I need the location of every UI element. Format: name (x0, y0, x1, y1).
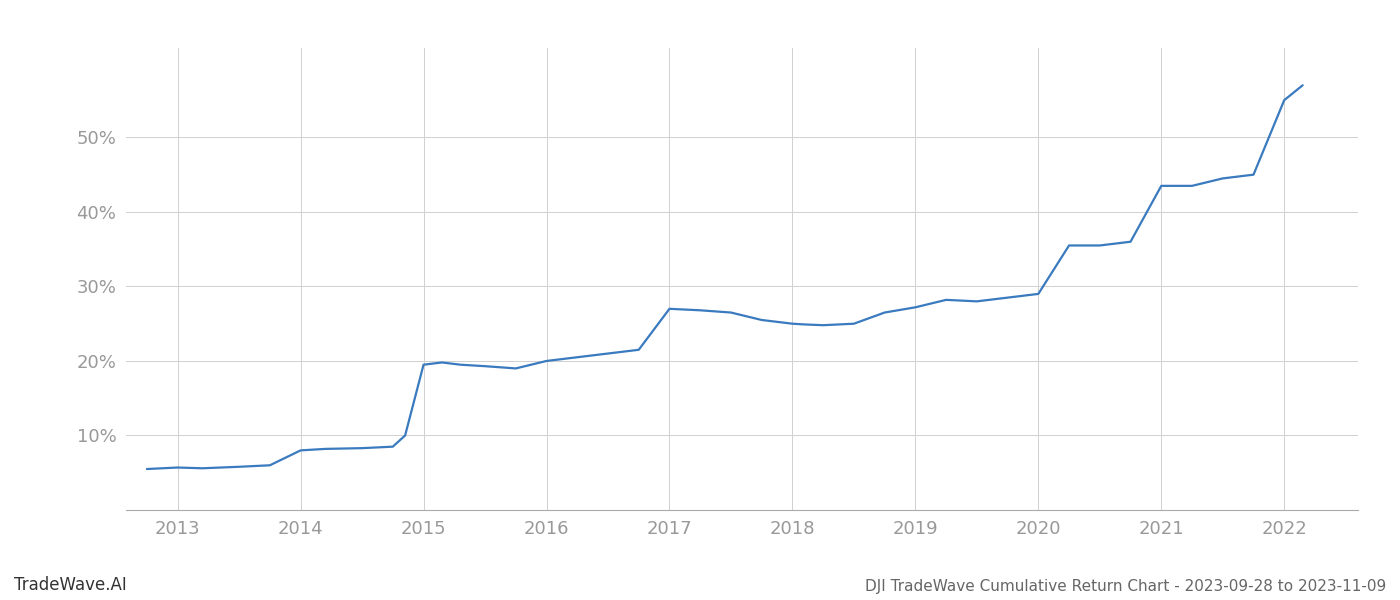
Text: DJI TradeWave Cumulative Return Chart - 2023-09-28 to 2023-11-09: DJI TradeWave Cumulative Return Chart - … (865, 579, 1386, 594)
Text: TradeWave.AI: TradeWave.AI (14, 576, 127, 594)
